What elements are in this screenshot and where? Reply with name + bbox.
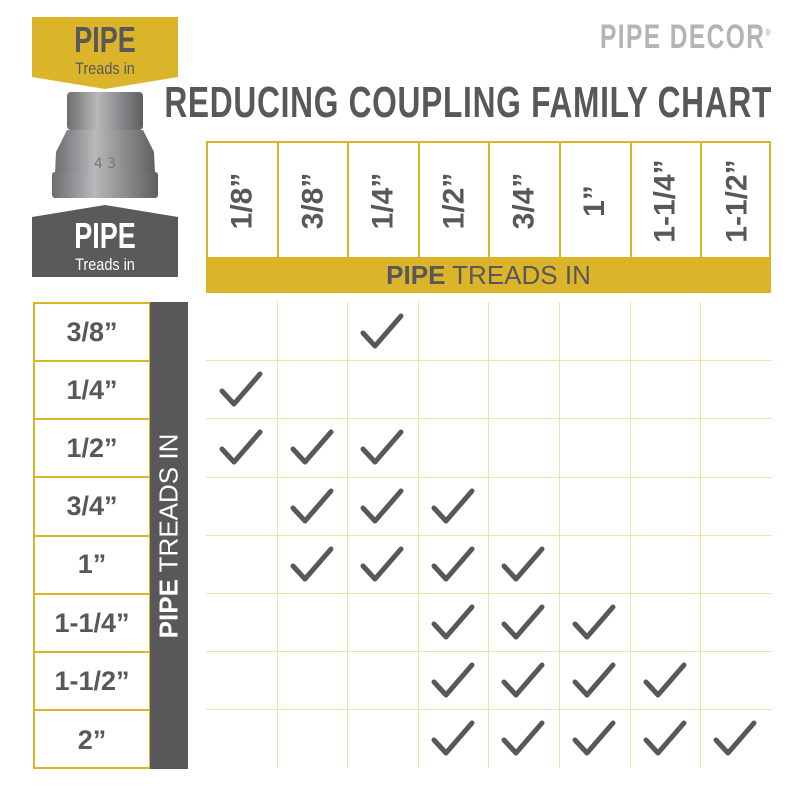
column-header-cell: 1” — [561, 143, 632, 259]
compatibility-grid — [206, 302, 771, 768]
column-header-cell: 1/4” — [349, 143, 420, 259]
row-label: 2” — [77, 724, 107, 755]
column-label: 1/4” — [366, 172, 400, 230]
row-label: 3/4” — [35, 479, 149, 537]
checkmark-icon — [277, 535, 347, 593]
column-header-cell: 1/8” — [208, 143, 279, 259]
column-header-cell: 1-1/2” — [702, 143, 773, 259]
brand-logo: PIPE DECOR® — [599, 18, 772, 56]
checkmark-icon — [630, 709, 700, 767]
reducing-coupling-image: 4 3 — [52, 92, 158, 198]
checkmark-icon — [559, 593, 629, 651]
column-header-cell: 3/4” — [490, 143, 561, 259]
grid-line — [206, 651, 771, 653]
checkmark-icon — [347, 535, 417, 593]
checkmark-icon — [277, 477, 347, 535]
grid-line — [206, 534, 771, 536]
checkmark-icon — [488, 593, 558, 651]
checkmark-icon — [559, 651, 629, 709]
grid-line — [629, 302, 631, 768]
column-label: 3/4” — [507, 172, 541, 230]
grid-line — [206, 593, 771, 594]
column-label: 1-1/2” — [720, 159, 754, 243]
grid-line — [559, 302, 560, 768]
column-header-cell: 3/8” — [279, 143, 350, 259]
column-label: 1/2” — [437, 172, 471, 230]
row-label: 1/4” — [35, 362, 149, 421]
svg-text:4 3: 4 3 — [94, 156, 116, 172]
checkmark-icon — [347, 302, 417, 360]
grid-line — [700, 302, 702, 768]
checkmark-icon — [559, 709, 629, 767]
column-label: 1-1/4” — [648, 159, 682, 243]
column-header-cell: 1/2” — [420, 143, 491, 259]
column-axis-label: PIPE TREADS IN — [208, 257, 769, 293]
column-label: 1/8” — [225, 172, 259, 230]
checkmark-icon — [488, 651, 558, 709]
column-header: 1/8” 3/8” 1/4” 1/2” 3/4” 1” 1-1/4” 1-1/2” PIPE … — [206, 141, 771, 293]
row-label: 1-1/4” — [35, 595, 149, 653]
checkmark-icon — [206, 418, 276, 476]
checkmark-icon — [488, 709, 558, 767]
column-label: 3/8” — [295, 172, 329, 230]
checkmark-icon — [347, 477, 417, 535]
row-labels: 3/8” 1/4” 1/2” 3/4” 1” 1-1/4” 1-1/2” 2” — [33, 302, 151, 769]
bottom-pipe-banner: PIPE Treads in — [32, 205, 178, 277]
checkmark-icon — [418, 593, 488, 651]
checkmark-icon — [418, 477, 488, 535]
checkmark-icon — [630, 651, 700, 709]
checkmark-icon — [418, 535, 488, 593]
column-label: 1” — [578, 185, 612, 217]
top-pipe-banner: PIPE Treads in — [32, 17, 178, 89]
row-label: 1/2” — [35, 420, 149, 479]
checkmark-icon — [418, 709, 488, 767]
row-label: 1-1/2” — [35, 653, 149, 712]
column-header-cell: 1-1/4” — [632, 143, 703, 259]
row-label: 3/8” — [35, 304, 149, 362]
checkmark-icon — [347, 418, 417, 476]
row-axis-label: PIPE TREADS IN — [150, 302, 188, 769]
grid-line — [206, 709, 771, 711]
page-title: REDUCING COUPLING FAMILY CHART — [164, 78, 772, 127]
row-label: 1” — [35, 537, 149, 595]
checkmark-icon — [206, 360, 276, 418]
checkmark-icon — [418, 651, 488, 709]
checkmark-icon — [700, 709, 770, 767]
checkmark-icon — [488, 535, 558, 593]
checkmark-icon — [277, 418, 347, 476]
